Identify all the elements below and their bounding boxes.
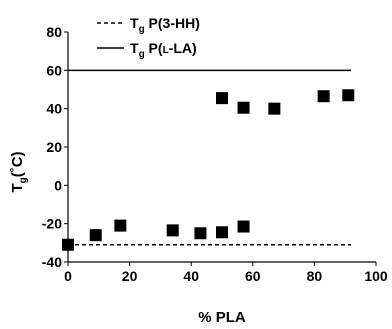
data-point bbox=[317, 90, 330, 103]
data-point bbox=[237, 101, 250, 114]
y-tick-label: 0 bbox=[54, 177, 62, 193]
x-axis-ticks: 0 20 40 60 80 100 bbox=[64, 262, 388, 284]
data-point bbox=[237, 220, 250, 233]
data-point bbox=[62, 238, 74, 251]
x-tick-label: 40 bbox=[183, 268, 199, 284]
y-tick-label: 60 bbox=[46, 62, 62, 78]
y-tick-label: -40 bbox=[42, 254, 62, 270]
y-tick-label: 40 bbox=[46, 101, 62, 117]
data-points bbox=[62, 89, 355, 251]
legend-label-p3hh: Tg P(3-HH) bbox=[130, 15, 200, 35]
data-point bbox=[216, 92, 228, 105]
x-tick-label: 20 bbox=[122, 268, 138, 284]
x-tick-label: 60 bbox=[245, 268, 261, 284]
y-axis-ticks: -40 -20 0 20 40 60 80 bbox=[42, 24, 68, 270]
y-tick-label: 80 bbox=[46, 24, 62, 40]
x-axis-title: % PLA bbox=[198, 309, 246, 326]
legend: Tg P(3-HH) Tg P(L-LA) bbox=[97, 15, 200, 60]
y-tick-label: -20 bbox=[42, 216, 62, 232]
y-axis-title: Tg(˚C) bbox=[9, 151, 29, 192]
data-point bbox=[194, 227, 207, 240]
data-point bbox=[268, 102, 281, 115]
data-point bbox=[342, 89, 355, 102]
data-point bbox=[114, 219, 127, 232]
y-tick-label: 20 bbox=[46, 139, 62, 155]
data-point bbox=[216, 226, 228, 239]
x-tick-label: 0 bbox=[64, 268, 72, 284]
data-point bbox=[89, 229, 102, 242]
legend-label-plla: Tg P(L-LA) bbox=[130, 40, 197, 60]
x-tick-label: 100 bbox=[364, 268, 388, 284]
reference-lines bbox=[68, 69, 351, 246]
data-point bbox=[166, 224, 179, 237]
x-tick-label: 80 bbox=[307, 268, 323, 284]
